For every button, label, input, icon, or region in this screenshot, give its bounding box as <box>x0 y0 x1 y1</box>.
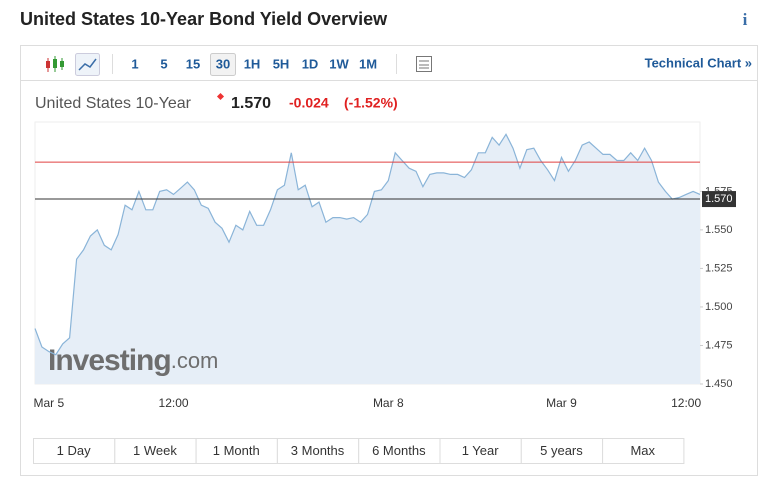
quote-change: -0.024 <box>289 95 329 111</box>
watermark-brand: Investing <box>48 344 171 377</box>
y-tick-label: 1.450 <box>705 378 733 390</box>
interval-button[interactable]: 1W <box>329 56 349 71</box>
range-button[interactable] <box>439 438 522 464</box>
x-tick-label: Mar 9 <box>546 396 577 410</box>
y-tick-label: 1.475 <box>705 339 733 351</box>
interval-button[interactable]: 5 <box>160 56 167 71</box>
y-tick-label: 1.550 <box>705 224 733 236</box>
y-tick-label: 1.500 <box>705 301 733 313</box>
range-label[interactable]: 1 Month <box>213 443 260 458</box>
interval-button[interactable]: 1H <box>244 56 261 71</box>
technical-chart-link[interactable]: Technical Chart » <box>645 55 752 70</box>
info-icon[interactable]: i <box>743 10 748 29</box>
interval-selected[interactable] <box>210 53 236 76</box>
x-tick-label: Mar 8 <box>373 396 404 410</box>
price-badge-label: 1.570 <box>705 193 733 205</box>
info-button[interactable] <box>733 8 757 32</box>
range-button[interactable] <box>195 438 278 464</box>
range-button[interactable] <box>602 438 685 464</box>
watermark-suffix: .com <box>171 348 219 373</box>
table-icon[interactable] <box>416 56 432 72</box>
panel <box>20 45 758 476</box>
range-button[interactable] <box>276 438 360 464</box>
interval-button[interactable]: 1D <box>302 56 319 71</box>
interval-button[interactable]: 1 <box>131 56 138 71</box>
x-tick-label: 12:00 <box>671 396 701 410</box>
quote-price: 1.570 <box>231 95 271 112</box>
range-label[interactable]: 1 Year <box>462 443 500 458</box>
interval-button[interactable]: 15 <box>186 56 200 71</box>
watermark: Investing.com <box>48 344 218 377</box>
y-tick-label: 1.525 <box>705 262 733 274</box>
interval-button[interactable]: 1M <box>359 56 377 71</box>
interval-button[interactable]: 5H <box>273 56 290 71</box>
range-label[interactable]: 3 Months <box>291 443 345 458</box>
range-label[interactable]: 1 Week <box>133 443 177 458</box>
quote-change-percent: (-1.52%) <box>344 95 398 111</box>
candle-icon[interactable] <box>46 56 64 72</box>
quote-name: United States 10-Year <box>35 95 192 112</box>
x-tick-label: Mar 5 <box>34 396 65 410</box>
price-badge <box>702 191 736 208</box>
range-label[interactable]: 5 years <box>540 443 583 458</box>
title: United States 10-Year Bond Yield Overvie… <box>20 9 388 29</box>
interval-button[interactable]: 30 <box>216 56 230 71</box>
range-button[interactable] <box>114 438 197 464</box>
range-button[interactable] <box>520 438 604 464</box>
line-icon[interactable] <box>75 53 100 76</box>
price-line <box>34 133 701 356</box>
area-fill <box>35 134 700 384</box>
status-marker <box>216 92 225 101</box>
range-label[interactable]: 1 Day <box>57 443 91 458</box>
range-label[interactable]: Max <box>630 443 655 458</box>
range-label[interactable]: 6 Months <box>372 443 426 458</box>
x-tick-label: 12:00 <box>159 396 189 410</box>
